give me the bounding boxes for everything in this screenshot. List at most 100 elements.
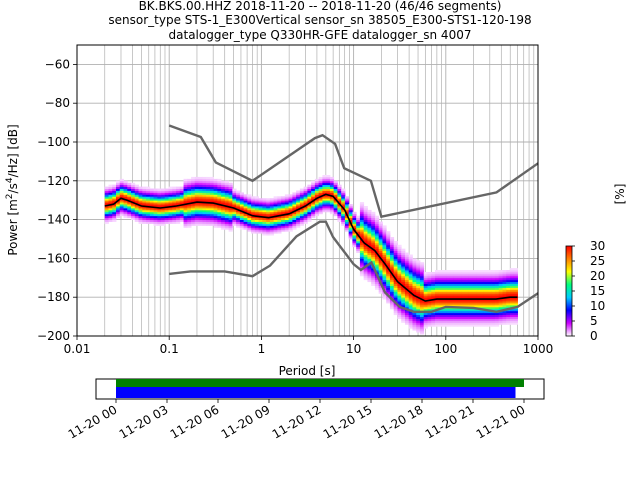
heatmap-cell bbox=[243, 207, 248, 211]
heatmap-cell bbox=[416, 266, 421, 269]
heatmap-cell bbox=[146, 213, 151, 217]
heatmap-cell bbox=[363, 244, 368, 248]
heatmap-cell bbox=[194, 209, 199, 213]
heatmap-cell bbox=[352, 231, 357, 234]
heatmap-cell bbox=[446, 295, 451, 298]
heatmap-cell bbox=[232, 196, 237, 199]
heatmap-cell bbox=[146, 196, 151, 199]
heatmap-cell bbox=[168, 192, 173, 195]
heatmap-cell bbox=[408, 268, 413, 271]
heatmap-cell bbox=[153, 196, 158, 199]
heatmap-cell bbox=[495, 304, 500, 308]
heatmap-cell bbox=[131, 206, 136, 209]
heatmap-cell bbox=[363, 246, 368, 250]
heatmap-cell bbox=[277, 217, 282, 220]
heatmap-cell bbox=[221, 196, 226, 199]
heatmap-cell bbox=[209, 211, 214, 215]
heatmap-cell bbox=[408, 271, 413, 275]
heatmap-cell bbox=[465, 320, 470, 323]
heatmap-cell bbox=[442, 285, 447, 288]
heatmap-cell bbox=[465, 293, 470, 296]
heatmap-cell bbox=[416, 283, 421, 286]
heatmap-cell bbox=[344, 209, 350, 213]
colorbar-strip bbox=[565, 245, 573, 337]
heatmap-cell bbox=[449, 279, 455, 283]
heatmap-cell bbox=[172, 190, 177, 193]
heatmap-cell bbox=[416, 293, 421, 296]
heatmap-cell bbox=[483, 275, 488, 279]
heatmap-cell bbox=[314, 190, 320, 193]
heatmap-cell bbox=[359, 225, 365, 228]
heatmap-cell bbox=[119, 204, 124, 207]
heatmap-cell bbox=[513, 293, 518, 296]
heatmap-cell bbox=[262, 217, 267, 220]
heatmap-cell bbox=[401, 308, 406, 312]
heatmap-cell bbox=[476, 301, 481, 304]
heatmap-cell bbox=[449, 287, 455, 290]
heatmap-cell bbox=[401, 320, 406, 323]
heatmap-cell bbox=[119, 202, 124, 205]
heatmap-cell bbox=[292, 207, 297, 211]
heatmap-cell bbox=[465, 318, 470, 321]
heatmap-cell bbox=[438, 299, 443, 302]
heatmap-cell bbox=[161, 188, 166, 191]
time-tick-label: 11-20 00 bbox=[66, 402, 120, 441]
heatmap-cell bbox=[393, 270, 398, 273]
heatmap-cell bbox=[367, 211, 372, 215]
heatmap-cell bbox=[273, 221, 278, 224]
heatmap-cell bbox=[374, 244, 380, 248]
heatmap-cell bbox=[198, 176, 203, 180]
heatmap-cell bbox=[483, 289, 488, 292]
heatmap-cell bbox=[284, 204, 290, 207]
heatmap-cell bbox=[480, 301, 485, 304]
heatmap-cell bbox=[104, 194, 109, 197]
heatmap-cell bbox=[157, 215, 162, 219]
heatmap-cell bbox=[416, 318, 421, 321]
heatmap-cell bbox=[476, 316, 481, 319]
heatmap-cell bbox=[476, 304, 481, 308]
heatmap-cell bbox=[172, 202, 177, 205]
heatmap-cell bbox=[337, 194, 342, 197]
heatmap-cell bbox=[258, 213, 263, 217]
heatmap-cell bbox=[371, 258, 376, 261]
heatmap-cell bbox=[404, 266, 410, 269]
heatmap-cell bbox=[262, 231, 267, 234]
heatmap-cell bbox=[217, 188, 222, 191]
heatmap-cell bbox=[232, 200, 237, 203]
heatmap-cell bbox=[476, 310, 481, 314]
heatmap-cell bbox=[213, 223, 218, 226]
heatmap-cell bbox=[513, 303, 518, 306]
heatmap-cell bbox=[352, 211, 357, 215]
heatmap-cell bbox=[104, 221, 109, 224]
heatmap-cell bbox=[333, 180, 338, 184]
heatmap-cell bbox=[157, 198, 162, 201]
heatmap-cell bbox=[322, 204, 327, 207]
heatmap-cell bbox=[277, 200, 282, 203]
heatmap-cell bbox=[434, 283, 440, 286]
heatmap-cell bbox=[213, 206, 218, 209]
heatmap-cell bbox=[465, 304, 470, 308]
heatmap-cell bbox=[397, 250, 402, 253]
heatmap-cell bbox=[386, 289, 391, 292]
heatmap-cell bbox=[389, 289, 395, 292]
heatmap-cell bbox=[427, 312, 432, 316]
heatmap-cell bbox=[359, 262, 365, 265]
heatmap-cell bbox=[348, 209, 353, 213]
heatmap-cell bbox=[131, 217, 136, 220]
heatmap-cell bbox=[281, 209, 286, 213]
heatmap-cell bbox=[123, 190, 128, 193]
heatmap-cell bbox=[419, 332, 425, 335]
heatmap-cell bbox=[299, 188, 305, 191]
noise-model-nhnm bbox=[168, 124, 539, 219]
heatmap-cell bbox=[423, 318, 428, 321]
heatmap-cell bbox=[401, 275, 406, 279]
heatmap-cell bbox=[112, 219, 117, 222]
heatmap-cell bbox=[191, 184, 196, 188]
heatmap-cell bbox=[209, 192, 214, 195]
heatmap-cell bbox=[134, 184, 139, 188]
heatmap-cell bbox=[149, 211, 154, 215]
heatmap-cell bbox=[127, 213, 132, 217]
heatmap-cell bbox=[356, 246, 361, 250]
heatmap-cell bbox=[236, 194, 241, 197]
heatmap-cell bbox=[510, 301, 515, 304]
